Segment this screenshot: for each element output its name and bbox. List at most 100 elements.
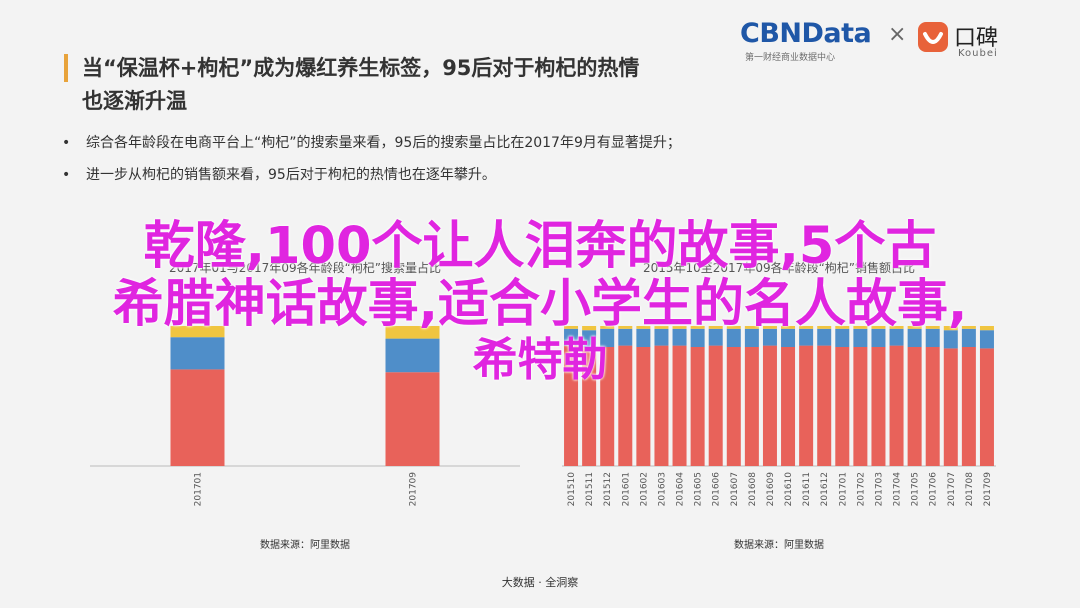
bar-segment (690, 328, 705, 347)
x-tick-label: 201704 (893, 472, 903, 507)
bar-segment (835, 328, 850, 347)
bar-segment (961, 347, 976, 466)
koubei-subtitle: Koubei (958, 48, 998, 59)
koubei-name: 口碑 (954, 26, 999, 51)
bar-segment (618, 345, 633, 466)
bar-segment (636, 326, 651, 329)
x-tick-label: 201611 (802, 472, 812, 506)
bar-segment (943, 330, 958, 349)
bar-segment (762, 326, 777, 329)
bar-segment (961, 326, 976, 329)
bullet-item: • 综合各年龄段在电商平台上“枸杞”的搜索量来看，95后的搜索量占比在2017年… (62, 130, 962, 162)
bar-segment (170, 369, 225, 466)
chart-title: 2017年01与2017年09各年龄段“枸杞”搜索量占比 (169, 260, 441, 275)
x-tick-label: 201701 (838, 472, 848, 506)
x-tick-label: 201707 (947, 472, 957, 506)
bar-segment (817, 345, 832, 466)
bar-segment (961, 328, 976, 347)
bar-segment (726, 347, 741, 466)
overlay-line-3: 希特勒 (472, 333, 608, 386)
bar-segment (744, 326, 759, 329)
bar-segment (799, 345, 814, 466)
bar-segment (744, 347, 759, 466)
x-tick-label: 201610 (784, 472, 794, 507)
chart-source: 数据来源：阿里数据 (734, 538, 824, 551)
bar-segment (690, 347, 705, 466)
bar-segment (672, 328, 687, 346)
bar-segment (853, 328, 868, 347)
bar-segment (564, 328, 579, 346)
x-tick-label: 201510 (567, 472, 577, 507)
heading-line-2: 也逐渐升温 (82, 89, 187, 113)
bar-segment (636, 328, 651, 347)
bar-segment (907, 326, 922, 329)
bar-segment (762, 328, 777, 346)
bar-segment (654, 328, 669, 346)
bar-segment (385, 372, 440, 466)
bullet-text: 综合各年龄段在电商平台上“枸杞”的搜索量来看，95后的搜索量占比在2017年9月… (86, 135, 681, 151)
bar-segment (690, 326, 705, 329)
bar-segment (582, 330, 597, 347)
bullet-item: • 进一步从枸杞的销售额来看，95后对于枸杞的热情也在逐年攀升。 (62, 162, 962, 194)
cbndata-logo: CBNData (740, 18, 872, 49)
bar-segment (889, 345, 904, 466)
bar-segment (817, 328, 832, 346)
bar-segment (907, 347, 922, 466)
x-tick-label: 201709 (409, 472, 419, 507)
x-tick-label: 201606 (712, 472, 722, 507)
bar-segment (979, 326, 994, 331)
bar-segment (889, 328, 904, 346)
bar-segment (600, 328, 615, 347)
x-tick-label: 201705 (911, 472, 921, 506)
bar-segment (871, 328, 886, 347)
bar-segment (654, 326, 669, 329)
x-tick-label: 201607 (730, 472, 740, 506)
bullet-list: • 综合各年龄段在电商平台上“枸杞”的搜索量来看，95后的搜索量占比在2017年… (62, 130, 962, 194)
bar-segment (799, 328, 814, 346)
bullet-dot-icon: • (62, 167, 71, 183)
x-tick-label: 201709 (983, 472, 993, 507)
bar-segment (853, 326, 868, 329)
bar-segment (871, 326, 886, 329)
bar-segment (762, 345, 777, 466)
x-tick-label: 201612 (820, 472, 830, 506)
bar-segment (564, 326, 579, 329)
bar-segment (170, 337, 225, 370)
bar-segment (618, 326, 633, 329)
bar-segment (708, 326, 723, 329)
cbndata-subtitle: 第一财经商业数据中心 (745, 53, 836, 63)
bar-segment (582, 326, 597, 331)
x-tick-label: 201603 (657, 472, 667, 506)
bar-segment (170, 326, 225, 338)
bar-segment (799, 326, 814, 329)
bar-segment (835, 347, 850, 466)
bar-segment (654, 345, 669, 466)
bar-segment (726, 326, 741, 329)
bar-segment (564, 345, 579, 466)
x-tick-label: 201511 (585, 472, 595, 506)
x-tick-label: 201604 (676, 472, 686, 507)
x-tick-label: 201609 (766, 472, 776, 507)
bar-segment (817, 326, 832, 329)
bar-segment (744, 328, 759, 347)
bar-segment (979, 348, 994, 466)
bar-segment (835, 326, 850, 329)
bar-segment (925, 347, 940, 466)
overlay-line-1: 乾隆,100个让人泪奔的故事,5个古 (143, 217, 937, 276)
bar-segment (781, 347, 796, 466)
bar-segment (925, 328, 940, 347)
bar-segment (943, 348, 958, 466)
times-separator: × (888, 22, 907, 47)
bar-segment (600, 347, 615, 466)
bar-segment (636, 347, 651, 466)
bar-segment (889, 326, 904, 329)
x-tick-label: 201702 (856, 472, 866, 506)
bar-segment (672, 345, 687, 466)
x-tick-label: 201708 (965, 472, 975, 507)
x-tick-label: 201706 (929, 472, 939, 507)
x-tick-label: 201512 (603, 472, 613, 506)
x-tick-label: 201601 (621, 472, 631, 506)
x-tick-label: 201605 (694, 472, 704, 506)
